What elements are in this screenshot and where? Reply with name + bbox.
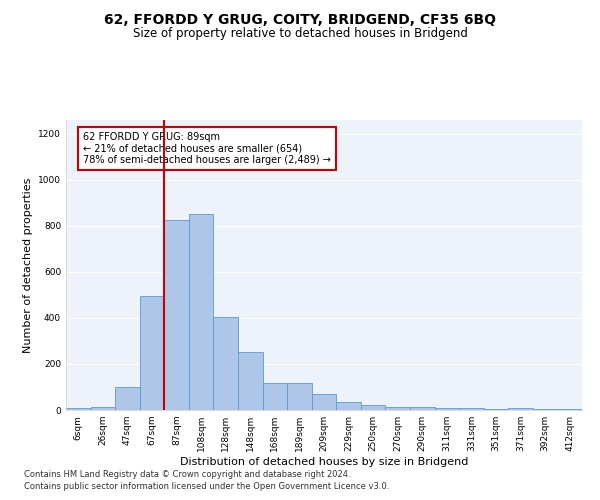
Bar (459, 408, 484, 410)
Text: 62, FFORDD Y GRUG, COITY, BRIDGEND, CF35 6BQ: 62, FFORDD Y GRUG, COITY, BRIDGEND, CF35… (104, 12, 496, 26)
Bar (140, 296, 164, 410)
Text: Contains HM Land Registry data © Crown copyright and database right 2024.: Contains HM Land Registry data © Crown c… (24, 470, 350, 479)
Text: Size of property relative to detached houses in Bridgend: Size of property relative to detached ho… (133, 28, 467, 40)
Bar (91, 406, 115, 410)
Bar (484, 409, 508, 410)
Bar (336, 402, 361, 410)
Bar (287, 383, 312, 410)
X-axis label: Distribution of detached houses by size in Bridgend: Distribution of detached houses by size … (180, 457, 468, 467)
Bar (214, 317, 238, 410)
Bar (434, 408, 459, 410)
Bar (385, 406, 410, 410)
Bar (66, 408, 91, 410)
Bar (508, 408, 533, 410)
Bar (361, 405, 385, 410)
Bar (312, 394, 336, 410)
Y-axis label: Number of detached properties: Number of detached properties (23, 178, 32, 352)
Bar (238, 352, 263, 410)
Bar (533, 409, 557, 410)
Bar (115, 387, 140, 410)
Text: 62 FFORDD Y GRUG: 89sqm
← 21% of detached houses are smaller (654)
78% of semi-d: 62 FFORDD Y GRUG: 89sqm ← 21% of detache… (83, 132, 331, 164)
Bar (410, 406, 434, 410)
Bar (263, 383, 287, 410)
Text: Contains public sector information licensed under the Open Government Licence v3: Contains public sector information licen… (24, 482, 389, 491)
Bar (164, 220, 189, 410)
Bar (189, 214, 214, 410)
